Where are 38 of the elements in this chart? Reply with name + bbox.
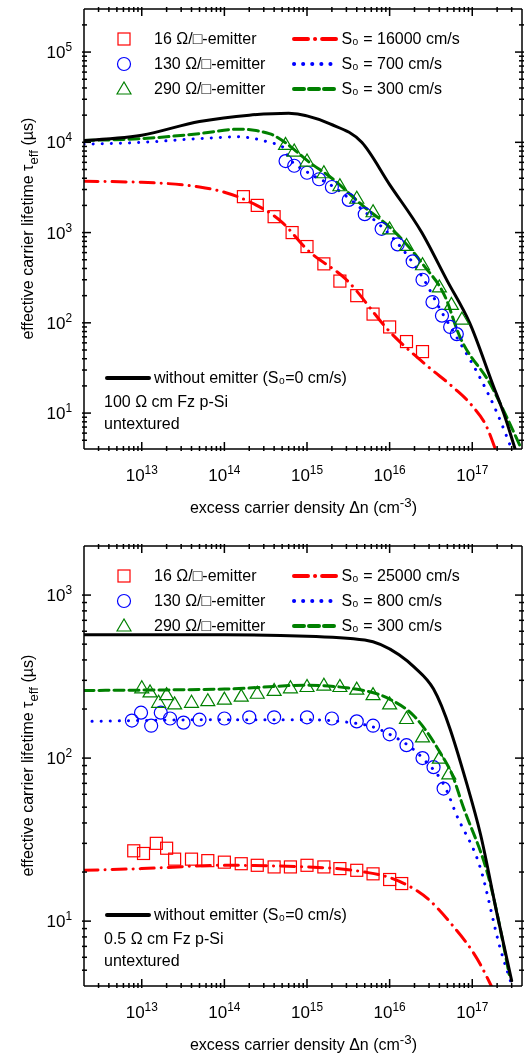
- y-tick-label: 10$^{2}$: [46, 310, 73, 333]
- legend-label: without emitter (S₀=0 cm/s): [154, 369, 347, 387]
- y-tick-label: 10$^{1}$: [46, 909, 73, 932]
- x-tick-label: 10$^{17}$: [456, 1000, 489, 1022]
- y-tick-label: 10$^{3}$: [46, 583, 73, 606]
- legend-label: S₀ = 300 cm/s: [341, 79, 442, 98]
- annotation: untextured: [104, 951, 181, 971]
- y-tick-label: 10$^{3}$: [46, 220, 73, 243]
- legend-label: 130 Ω/□-emitter: [154, 591, 266, 610]
- y-tick-label: 10$^{1}$: [46, 401, 73, 424]
- legend-label: 290 Ω/□-emitter: [154, 79, 266, 98]
- y-tick-label: 10$^{2}$: [46, 746, 73, 769]
- x-tick-label: 10$^{14}$: [208, 463, 241, 485]
- annotation: 0.5 Ω cm Fz p-Si: [104, 929, 225, 949]
- x-tick-label: 10$^{15}$: [290, 463, 324, 485]
- x-tick-label: 10$^{17}$: [456, 463, 489, 485]
- x-tick-label: 10$^{13}$: [125, 1000, 159, 1022]
- legend-label: S₀ = 16000 cm/s: [341, 29, 460, 48]
- y-tick-label: 10$^{5}$: [46, 40, 73, 63]
- x-tick-label: 10$^{16}$: [373, 463, 407, 485]
- x-tick-label: 10$^{13}$: [125, 463, 159, 485]
- legend-label: S₀ = 300 cm/s: [341, 616, 442, 635]
- legend-label: S₀ = 800 cm/s: [341, 591, 442, 610]
- y-tick-label: 10$^{4}$: [46, 130, 73, 153]
- legend-label: 16 Ω/□-emitter: [154, 566, 257, 585]
- legend-label: without emitter (S₀=0 cm/s): [154, 906, 347, 924]
- legend-label: S₀ = 700 cm/s: [341, 54, 442, 73]
- x-tick-label: 10$^{16}$: [373, 1000, 407, 1022]
- x-axis-title: excess carrier density Δn (cm$^{-3}$): [188, 1032, 418, 1055]
- x-axis-title: excess carrier density Δn (cm$^{-3}$): [188, 495, 418, 518]
- x-tick-label: 10$^{14}$: [208, 1000, 241, 1022]
- legend-label: S₀ = 25000 cm/s: [341, 566, 460, 585]
- legend-label: 130 Ω/□-emitter: [154, 54, 266, 73]
- annotation: untextured: [104, 414, 181, 434]
- legend-label: 290 Ω/□-emitter: [154, 616, 266, 635]
- annotation: 100 Ω cm Fz p-Si: [104, 392, 229, 412]
- x-tick-label: 10$^{15}$: [290, 1000, 324, 1022]
- legend-label: 16 Ω/□-emitter: [154, 29, 257, 48]
